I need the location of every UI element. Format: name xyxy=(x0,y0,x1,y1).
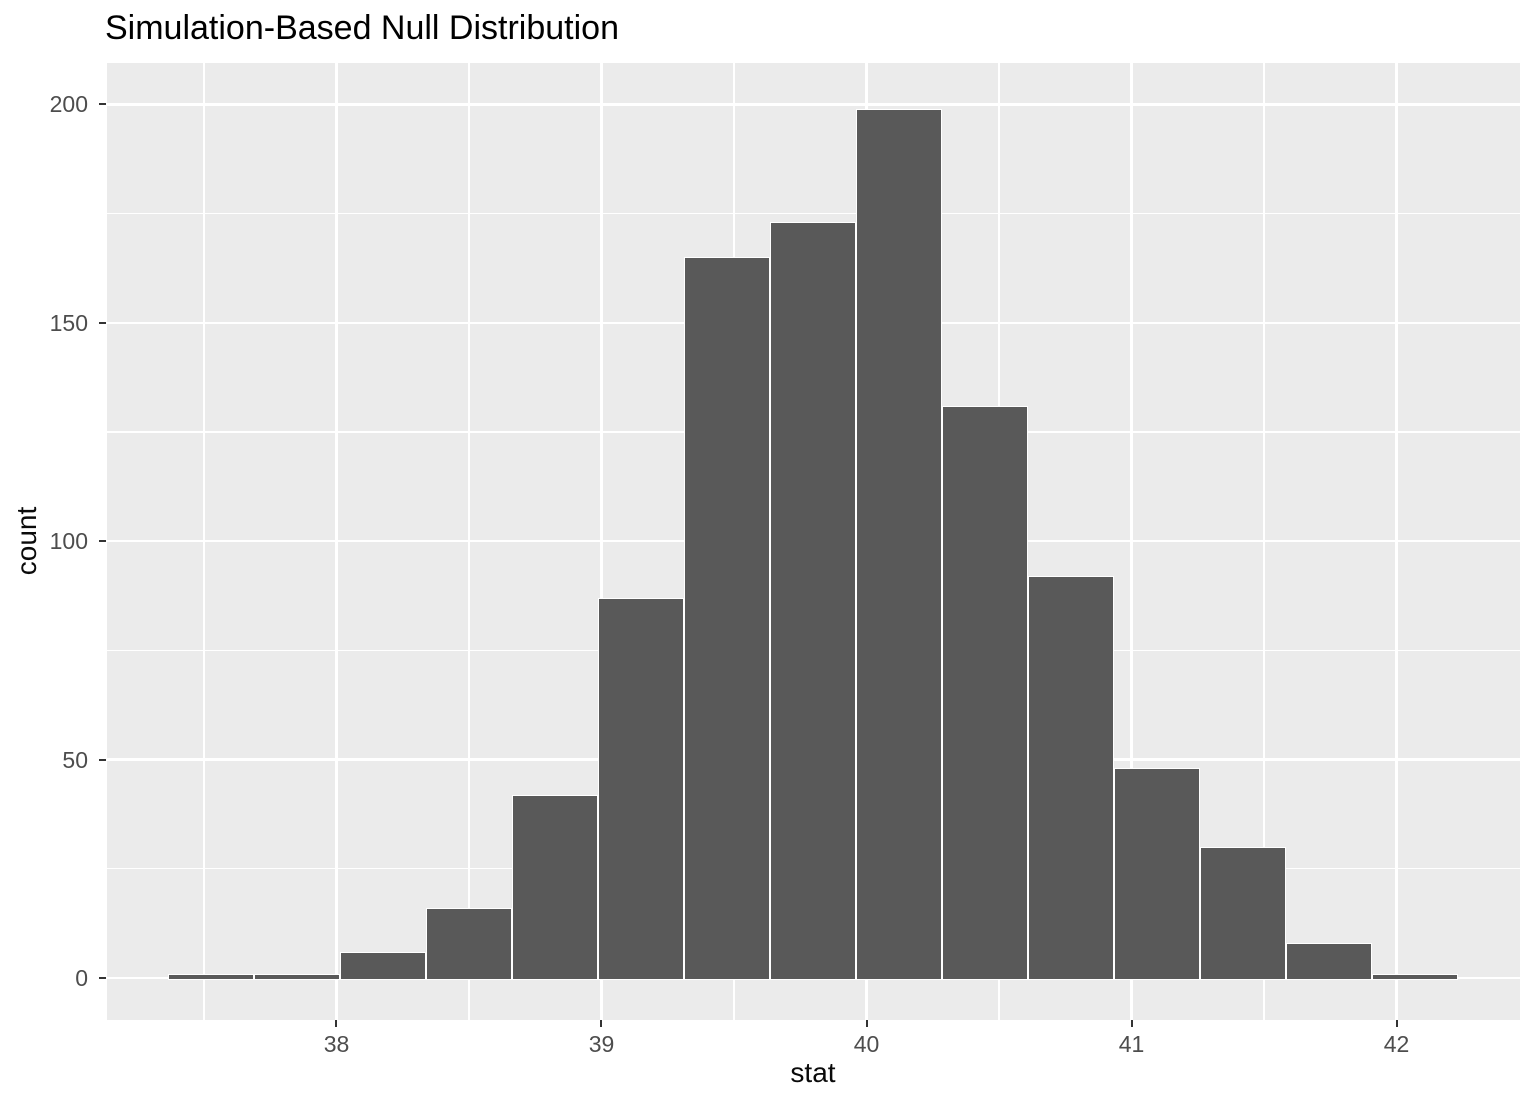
histogram-bar xyxy=(1113,768,1200,980)
x-tick-mark xyxy=(1130,1020,1133,1027)
histogram-bar xyxy=(1371,973,1458,980)
x-tick-mark xyxy=(1395,1020,1398,1027)
histogram-bar xyxy=(167,973,254,980)
x-tick-label: 41 xyxy=(1118,1031,1145,1057)
histogram-bar xyxy=(1027,576,1114,980)
histogram-bar xyxy=(769,222,856,980)
y-tick-mark xyxy=(99,758,106,761)
y-tick-label: 100 xyxy=(49,528,88,555)
histogram-bar xyxy=(683,257,770,980)
histogram-bar xyxy=(425,908,512,980)
gridline-major-horizontal xyxy=(107,103,1520,106)
histogram-bar xyxy=(941,405,1028,980)
gridline-minor-horizontal xyxy=(107,213,1520,215)
histogram-bar xyxy=(339,951,426,980)
histogram-bar xyxy=(1199,847,1286,980)
x-axis-title: stat xyxy=(790,1057,836,1088)
y-axis-title: count xyxy=(11,506,42,576)
y-tick-label: 200 xyxy=(49,91,88,118)
x-tick-mark xyxy=(600,1020,603,1027)
histogram-bar xyxy=(253,973,340,980)
y-tick-label: 0 xyxy=(75,965,88,992)
chart-title: Simulation-Based Null Distribution xyxy=(105,9,620,47)
histogram-bar xyxy=(511,794,598,980)
x-tick-label: 38 xyxy=(323,1031,350,1057)
y-tick-label: 150 xyxy=(49,309,88,336)
plot-panel xyxy=(107,63,1520,1020)
histogram-bar xyxy=(1285,943,1372,980)
x-tick-label: 39 xyxy=(588,1031,615,1057)
y-tick-mark xyxy=(99,321,106,324)
y-tick-mark xyxy=(99,540,106,543)
histogram-bar xyxy=(855,108,942,980)
y-tick-label: 50 xyxy=(62,746,88,773)
histogram-bar xyxy=(597,598,684,980)
y-tick-mark xyxy=(99,977,106,980)
x-tick-label: 42 xyxy=(1383,1031,1410,1057)
x-tick-mark xyxy=(865,1020,868,1027)
x-tick-label: 40 xyxy=(853,1031,880,1057)
x-tick-mark xyxy=(335,1020,338,1027)
y-tick-mark xyxy=(99,103,106,106)
